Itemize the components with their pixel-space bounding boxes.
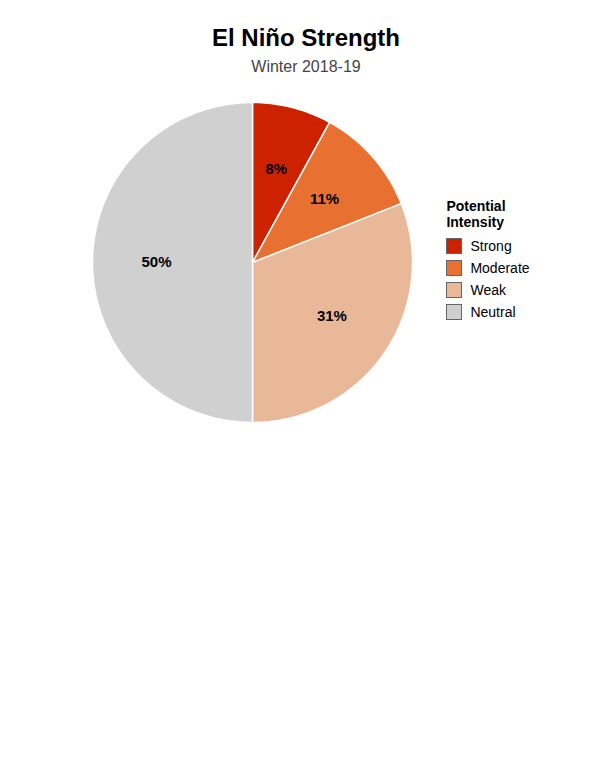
html-text:Winter 2018-19: Winter 2018-19 — [251, 58, 361, 75]
svg-text:8%: 8% — [266, 160, 288, 177]
html-text:Weak: Weak — [470, 282, 506, 298]
html-text:Moderate: Moderate — [470, 260, 530, 276]
svg-text:11%: 11% — [310, 190, 339, 207]
svg-text:31%: 31% — [317, 307, 347, 324]
html-text:Strong: Strong — [470, 238, 512, 254]
html-text:Neutral: Neutral — [470, 304, 516, 320]
html-text:Potential Intensity: Potential Intensity — [446, 198, 506, 230]
svg-text:50%: 50% — [142, 253, 172, 270]
html-text:El Niño Strength: El Niño Strength — [212, 24, 400, 51]
